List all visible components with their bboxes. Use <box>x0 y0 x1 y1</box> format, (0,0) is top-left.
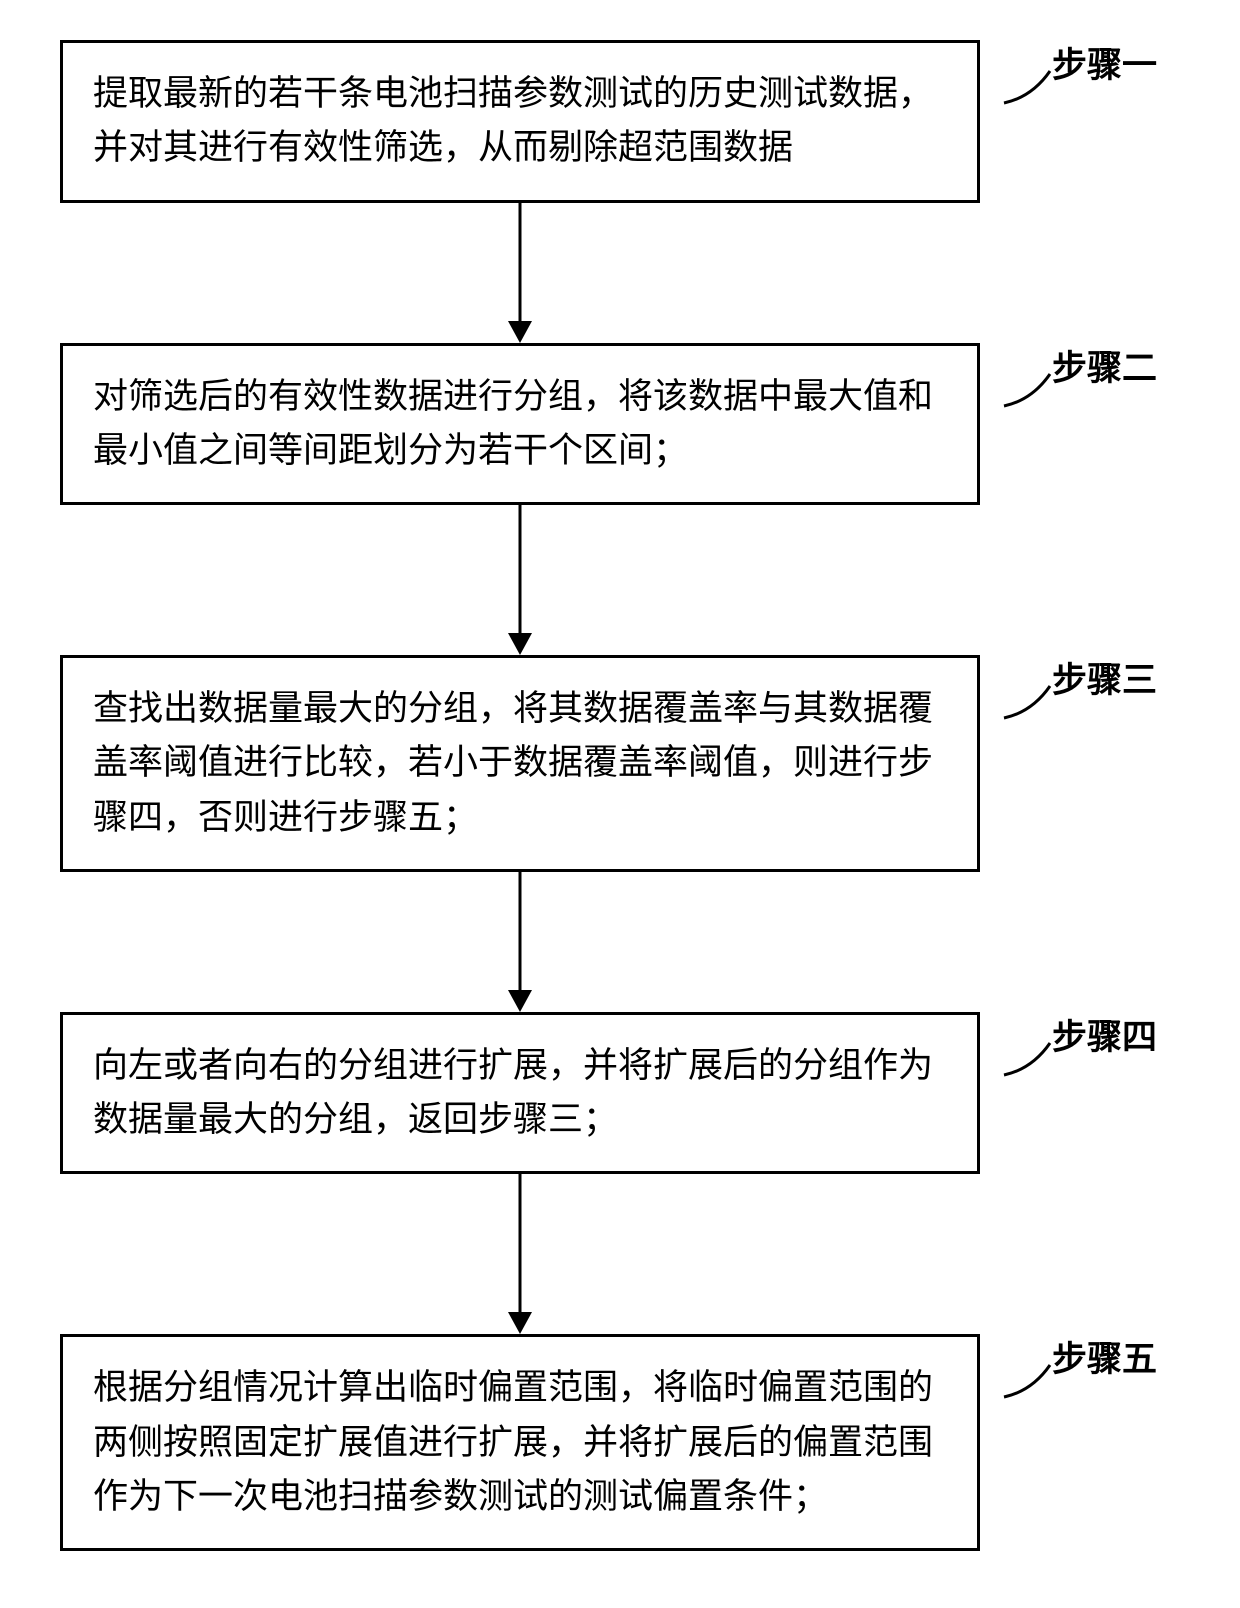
step-box-5: 根据分组情况计算出临时偏置范围，将临时偏置范围的两侧按照固定扩展值进行扩展，并将… <box>60 1334 980 1551</box>
step-box-4: 向左或者向右的分组进行扩展，并将扩展后的分组作为数据量最大的分组，返回步骤三； … <box>60 1012 980 1175</box>
step-label-5: 步骤五 <box>1052 1333 1157 1387</box>
step-text-3: 查找出数据量最大的分组，将其数据覆盖率与其数据覆盖率阈值进行比较，若小于数据覆盖… <box>93 689 933 837</box>
arrow-2-3 <box>60 505 980 655</box>
step-text-1: 提取最新的若干条电池扫描参数测试的历史测试数据，并对其进行有效性筛选，从而剔除超… <box>93 74 933 167</box>
flowchart-container: 提取最新的若干条电池扫描参数测试的历史测试数据，并对其进行有效性筛选，从而剔除超… <box>60 40 1180 1551</box>
step-text-5: 根据分组情况计算出临时偏置范围，将临时偏置范围的两侧按照固定扩展值进行扩展，并将… <box>93 1368 933 1516</box>
arrow-3-4 <box>60 872 980 1012</box>
step-label-1: 步骤一 <box>1052 39 1157 93</box>
step-label-3: 步骤三 <box>1052 654 1157 708</box>
step-box-2: 对筛选后的有效性数据进行分组，将该数据中最大值和最小值之间等间距划分为若干个区间… <box>60 343 980 506</box>
step-box-1: 提取最新的若干条电池扫描参数测试的历史测试数据，并对其进行有效性筛选，从而剔除超… <box>60 40 980 203</box>
arrow-4-5 <box>60 1174 980 1334</box>
step-text-4: 向左或者向右的分组进行扩展，并将扩展后的分组作为数据量最大的分组，返回步骤三； <box>93 1046 933 1139</box>
step-label-2: 步骤二 <box>1052 342 1157 396</box>
step-text-2: 对筛选后的有效性数据进行分组，将该数据中最大值和最小值之间等间距划分为若干个区间… <box>93 377 933 470</box>
arrow-1-2 <box>60 203 980 343</box>
step-box-3: 查找出数据量最大的分组，将其数据覆盖率与其数据覆盖率阈值进行比较，若小于数据覆盖… <box>60 655 980 872</box>
step-label-4: 步骤四 <box>1052 1011 1157 1065</box>
